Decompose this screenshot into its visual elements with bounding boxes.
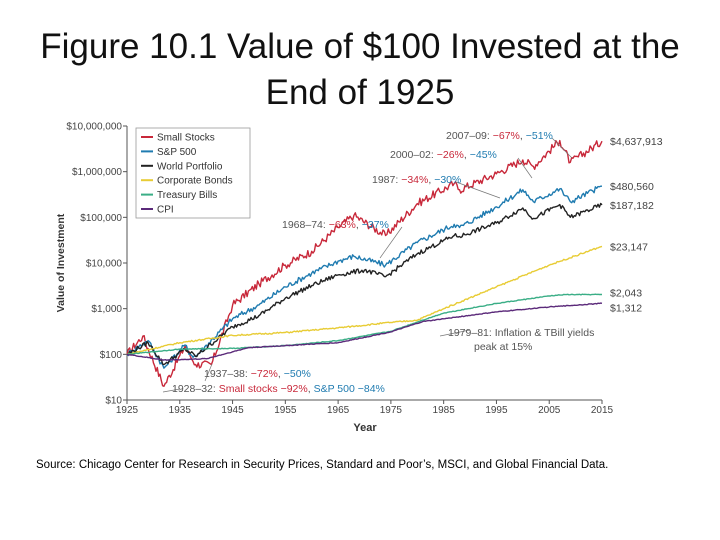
series-line-s-p-500 (126, 185, 602, 369)
end-value-label: $23,147 (610, 241, 648, 253)
legend-entry-label: World Portfolio (157, 161, 223, 172)
annotation-part: −34% (401, 174, 428, 186)
annotation-1987: 1987: −34%, −30% (372, 174, 461, 186)
x-tick-label: 2015 (591, 405, 614, 416)
leader-line (455, 181, 501, 199)
annotation-part: 1937–38: (204, 368, 251, 380)
x-tick-label: 1925 (116, 405, 139, 416)
annotations-layer: 2007–09: −67%, −51% 2000–02: −26%, −45% 19… (172, 130, 594, 395)
annotation-part: −51% (526, 130, 553, 142)
y-tick-label: $10,000 (86, 259, 123, 270)
legend-entry-label: Treasury Bills (157, 190, 217, 201)
x-tick-label: 1975 (380, 405, 403, 416)
end-value-label: $2,043 (610, 287, 642, 299)
annotation-1937: 1937–38: −72%, −50% (204, 368, 311, 380)
annotation-part: −67% (493, 130, 520, 142)
legend-entry-label: CPI (157, 205, 174, 216)
annotation-part: , (278, 368, 284, 380)
annotation-part: 1979–81: Inflation & TBill yields (448, 327, 594, 339)
leader-line (517, 157, 533, 179)
legend-entry-label: S&P 500 (157, 147, 197, 158)
y-tick-label: $10 (105, 396, 122, 407)
legend-entry-label: Small Stocks (157, 133, 215, 144)
x-tick-label: 1955 (274, 405, 297, 416)
series-line-cpi (126, 302, 603, 361)
annotation-part: −72% (251, 368, 278, 380)
annotation-part: 1928–32: (172, 383, 219, 395)
annotation-part: Small stocks −92% (219, 383, 308, 395)
y-axis-label-group: Value of Investment (55, 213, 67, 312)
end-labels-layer: $4,637,913 $480,560 $187,182 $23,147 $2,043 $… (610, 136, 663, 314)
annotation-part: −45% (470, 149, 497, 161)
y-tick-label: $100 (100, 350, 123, 361)
y-tick-label: $10,000,000 (66, 122, 122, 133)
annotation-1979a: 1979–81: Inflation & TBill yields (448, 327, 594, 339)
x-axis-label: Year (353, 422, 377, 434)
x-tick-label: 1985 (433, 405, 456, 416)
investment-chart: Value of Investment Year $10$100$1,000$1… (55, 122, 663, 435)
end-value-label: $187,182 (610, 200, 654, 212)
series-line-corporate-bonds (126, 245, 603, 355)
annotation-1928: 1928–32: Small stocks −92%, S&P 500 −84% (172, 383, 385, 395)
annotation-part: −26% (437, 149, 464, 161)
annotation-part: 2000–02: (390, 149, 437, 161)
x-tick-label: 2005 (538, 405, 561, 416)
annotation-2000: 2000–02: −26%, −45% (390, 149, 497, 161)
leader-line (439, 329, 471, 337)
series-line-treasury-bills (126, 293, 603, 355)
annotation-leader-lines (162, 137, 573, 393)
annotation-part: −30% (434, 174, 461, 186)
axes-layer: $10 $100 $1,000 $10,000 $100,000 $1,000,000 $1… (66, 122, 613, 417)
annotation-1968: 1968–74: −63%, −37% (282, 219, 389, 231)
series-line-small-stocks (126, 139, 603, 387)
y-tick-label: $1,000,000 (72, 167, 122, 178)
leader-line (551, 137, 573, 159)
series-lines-layer (126, 139, 603, 387)
source-note: Source: Chicago Center for Research in S… (36, 459, 609, 471)
leader-line (379, 226, 403, 259)
legend-box (135, 127, 251, 219)
y-axis-label: Value of Investment (55, 213, 67, 312)
annotation-part: S&P 500 −84% (314, 383, 385, 395)
annotation-part: 1968–74: (282, 219, 329, 231)
x-tick-label: 1995 (485, 405, 508, 416)
annotation-part: , (428, 174, 434, 186)
annotation-part: 1987: (372, 174, 401, 186)
annotation-part: −50% (284, 368, 311, 380)
annotation-part: −37% (362, 219, 389, 231)
end-value-label: $480,560 (610, 181, 654, 193)
annotation-1979b: peak at 15% (474, 341, 532, 353)
annotation-part: , (464, 149, 470, 161)
legend-entry-label: Corporate Bonds (157, 176, 233, 187)
y-tick-label: $1,000 (91, 304, 122, 315)
leader-line (204, 363, 213, 382)
annotation-part: , (356, 219, 362, 231)
legend: Small Stocks S&P 500 World Portfolio Corpor… (135, 127, 251, 219)
slide-title: Figure 10.1 Value of $100 Invested at th… (40, 27, 680, 112)
y-tick-label: $100,000 (80, 213, 122, 224)
end-value-label: $4,637,913 (610, 136, 663, 148)
x-tick-label: 1945 (221, 405, 244, 416)
annotation-part: 2007–09: (446, 130, 493, 142)
annotation-part: peak at 15% (474, 341, 532, 353)
leader-line (162, 388, 181, 393)
annotation-2007: 2007–09: −67%, −51% (446, 130, 553, 142)
annotation-part: , (520, 130, 526, 142)
x-tick-label: 1935 (169, 405, 192, 416)
x-tick-label: 1965 (327, 405, 350, 416)
annotation-part: −63% (329, 219, 356, 231)
annotation-part: , (308, 383, 314, 395)
end-value-label: $1,312 (610, 302, 642, 314)
